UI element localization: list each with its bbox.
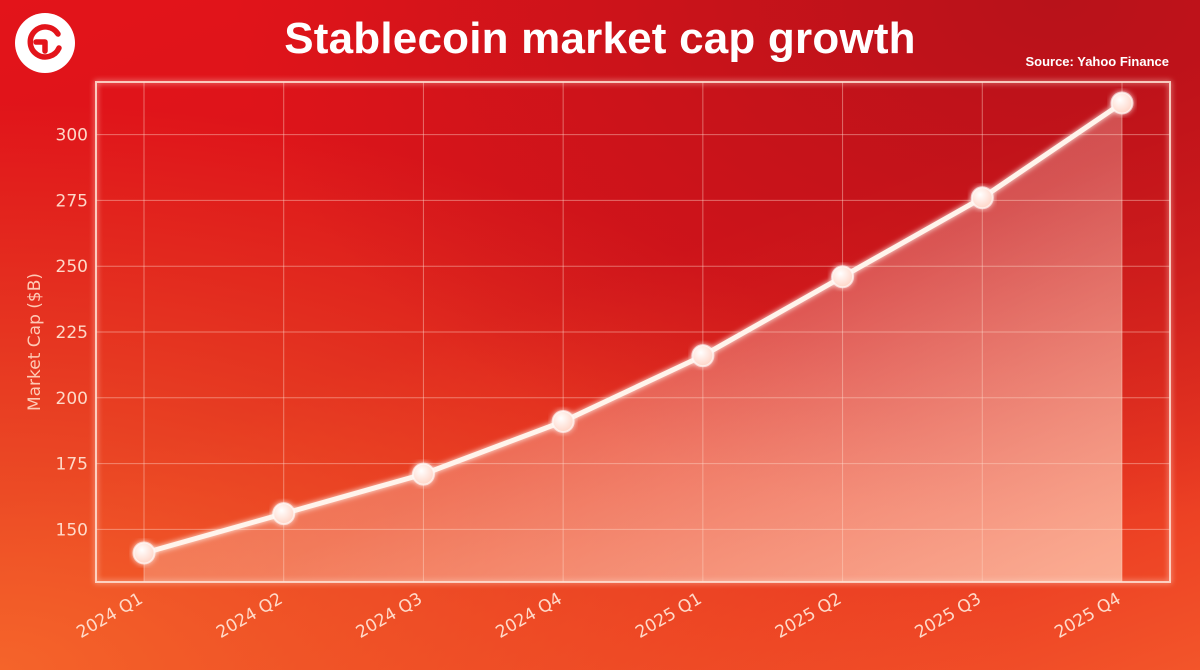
- refresh-arrow-logo-icon: [15, 13, 75, 73]
- data-point: [272, 502, 296, 526]
- y-tick-label: 300: [56, 126, 88, 146]
- series-line: [141, 100, 1125, 556]
- y-tick-label: 175: [56, 455, 88, 475]
- x-tick-label: 2024 Q4: [493, 589, 566, 643]
- x-tick-label: 2025 Q1: [632, 589, 705, 643]
- data-point: [970, 186, 994, 210]
- x-tick-label: 2025 Q4: [1051, 589, 1124, 643]
- data-point: [551, 409, 575, 433]
- y-tick-label: 150: [56, 520, 88, 540]
- plot-frame: [95, 81, 1171, 583]
- source-credit: Source: Yahoo Finance: [1025, 54, 1169, 69]
- y-tick-label: 225: [56, 323, 88, 343]
- data-point: [831, 265, 855, 289]
- y-tick-label: 275: [56, 191, 88, 211]
- chart-title: Stablecoin market cap growth: [284, 14, 916, 63]
- y-axis-label: Market Cap ($B): [25, 273, 45, 411]
- y-tick-label: 200: [56, 389, 88, 409]
- data-point: [691, 344, 715, 368]
- x-tick-label: 2024 Q1: [73, 589, 146, 643]
- data-point: [1110, 91, 1134, 115]
- y-tick-label: 250: [56, 257, 88, 277]
- x-tick-label: 2024 Q3: [353, 589, 426, 643]
- x-tick-label: 2025 Q2: [772, 589, 845, 643]
- x-tick-label: 2024 Q2: [213, 589, 286, 643]
- area-fill: [144, 103, 1122, 582]
- data-point: [411, 462, 435, 486]
- x-tick-label: 2025 Q3: [912, 589, 985, 643]
- data-point: [132, 541, 156, 565]
